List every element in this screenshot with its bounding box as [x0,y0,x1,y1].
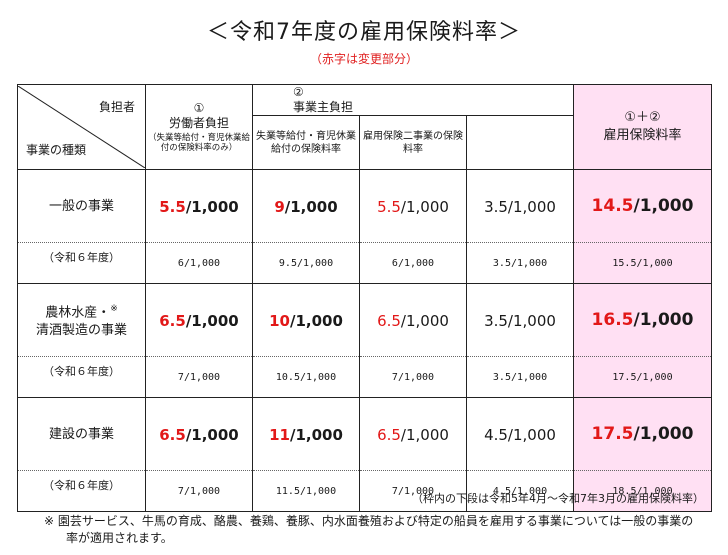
total-rate-changed: 17.5 [591,424,634,444]
previous-year-label: （令和６年度） [17,356,146,398]
table-period-note: （枠内の下段は令和5年4月～令和7年3月の雇用保険料率） [412,492,704,505]
business-type-label: 建設の事業 [48,426,114,442]
previous-worker-rate: 7/1,000 [145,356,253,398]
employer-sub1-changed: 6.5 [377,425,401,444]
previous-employer-sub1: 7/1,000 [359,470,467,512]
employer-sub2-cell: 3.5/1,000 [466,169,574,243]
worker-rate-changed: 6.5 [159,425,186,444]
employer-rate-cell: 10/1,000 [252,283,360,357]
worker-rate-cell: 6.5/1,000 [145,283,253,357]
previous-employer-rate: 9.5/1,000 [252,242,360,284]
previous-year-label: （令和６年度） [17,470,146,512]
business-type-label-line2: 清酒製造の事業 [35,322,127,338]
employer-sub1-cell: 5.5/1,000 [359,169,467,243]
footnote-mark: ※ [110,304,118,315]
employer-rate-unit: /1,000 [284,197,338,216]
employer-sub1-changed: 5.5 [377,197,401,216]
previous-employer-sub1: 7/1,000 [359,356,467,398]
previous-employer-sub1: 6/1,000 [359,242,467,284]
worker-rate-changed: 5.5 [159,197,186,216]
corner-header: 負担者 事業の種類 [17,84,146,170]
total-header: ①＋② 雇用保険料率 [573,84,712,170]
previous-year-label: （令和６年度） [17,242,146,284]
total-label: 雇用保険料率 [603,128,682,143]
worker-rate-unit: /1,000 [185,425,239,444]
employer-sub2-value: 4.5/1,000 [484,425,556,444]
table-row: （令和６年度） 7/1,000 10.5/1,000 7/1,000 3.5/1… [17,356,712,398]
employer-sub2-cell: 3.5/1,000 [466,283,574,357]
worker-label: 労働者負担 [168,116,229,130]
previous-employer-sub2: 3.5/1,000 [466,242,574,284]
employer-sub2-cell: 4.5/1,000 [466,397,574,471]
worker-rate-cell: 5.5/1,000 [145,169,253,243]
business-type-label-line1: 農林水産・ [45,305,111,321]
corner-payer-label: 負担者 [98,100,135,114]
worker-header: ① 労働者負担 （失業等給付・育児休業給付の保険料率のみ） [145,84,253,170]
employer-rate-unit: /1,000 [289,425,343,444]
employer-sub1-label: 失業等給付・育児休業給付の保険料率 [256,130,356,155]
table-row: 建設の事業 6.5/1,000 11/1,000 6.5/1,000 4.5/1… [17,397,712,471]
employer-sub1-header: 失業等給付・育児休業給付の保険料率 [252,115,360,170]
employer-sub1-cell: 6.5/1,000 [359,397,467,471]
employer-sub1-unit: /1,000 [400,425,449,444]
previous-worker-rate: 6/1,000 [145,242,253,284]
total-rate-unit: /1,000 [633,196,694,216]
employer-rate-changed: 11 [269,425,290,444]
previous-employer-sub2: 3.5/1,000 [466,356,574,398]
employer-number: ② [293,85,304,99]
employer-header: ② 事業主負担 [252,84,574,116]
employer-sub2-value: 3.5/1,000 [484,197,556,216]
employer-rate-cell: 11/1,000 [252,397,360,471]
previous-total-rate: 17.5/1,000 [573,356,712,398]
footnote: ※ 園芸サービス、牛馬の育成、酪農、養鶏、養豚、内水面養殖および特定の船員を雇用… [44,514,694,545]
worker-rate-changed: 6.5 [159,311,186,330]
table-row: （令和６年度） 7/1,000 11.5/1,000 7/1,000 4.5/1… [17,470,712,512]
total-rate-cell: 16.5/1,000 [573,283,712,357]
worker-rate-cell: 6.5/1,000 [145,397,253,471]
previous-total-rate: 18.5/1,000 [573,470,712,512]
employer-sub1-cell: 6.5/1,000 [359,283,467,357]
employer-label: 事業主負担 [293,100,354,114]
worker-note: （失業等給付・育児休業給付の保険料率のみ） [147,133,250,153]
previous-employer-rate: 11.5/1,000 [252,470,360,512]
business-type-label: 一般の事業 [48,198,114,214]
employer-sub2-value: 3.5/1,000 [484,311,556,330]
total-rate-changed: 14.5 [591,196,634,216]
table-row: （令和６年度） 6/1,000 9.5/1,000 6/1,000 3.5/1,… [17,242,712,284]
business-type-cell: 建設の事業 [17,397,146,471]
page-subtitle: （赤字は変更部分） [309,52,418,66]
employer-rate-cell: 9/1,000 [252,169,360,243]
table-row: 農林水産・※ 清酒製造の事業 6.5/1,000 10/1,000 6.5/1,… [17,283,712,357]
previous-employer-rate: 10.5/1,000 [252,356,360,398]
previous-worker-rate: 7/1,000 [145,470,253,512]
worker-number: ① [193,101,205,115]
employer-sub1-unit: /1,000 [400,197,449,216]
business-type-cell: 農林水産・※ 清酒製造の事業 [17,283,146,357]
total-rate-cell: 17.5/1,000 [573,397,712,471]
total-rate-unit: /1,000 [633,424,694,444]
total-rate-unit: /1,000 [633,310,694,330]
table-row: 一般の事業 5.5/1,000 9/1,000 5.5/1,000 3.5/1,… [17,169,712,243]
employer-sub1-unit: /1,000 [400,311,449,330]
worker-rate-unit: /1,000 [185,197,239,216]
employer-rate-unit: /1,000 [289,311,343,330]
previous-total-rate: 15.5/1,000 [573,242,712,284]
employer-sub1-changed: 6.5 [377,311,401,330]
worker-rate-unit: /1,000 [185,311,239,330]
employer-sub2-header: 雇用保険二事業の保険料率 [359,115,467,170]
page-title: ＜令和7年度の雇用保険料率＞ [207,20,521,45]
rate-table: 負担者 事業の種類 ① 労働者負担 （失業等給付・育児休業給付の保険料率のみ） … [17,84,712,512]
employer-rate-changed: 10 [269,311,290,330]
total-rate-changed: 16.5 [591,310,634,330]
corner-business-label: 事業の種類 [26,143,87,157]
total-rate-cell: 14.5/1,000 [573,169,712,243]
employer-sub2-label: 雇用保険二事業の保険料率 [363,130,463,155]
previous-employer-sub2: 4.5/1,000 [466,470,574,512]
diagonal-line [18,86,145,168]
employer-rate-changed: 9 [274,197,285,216]
business-type-cell: 一般の事業 [17,169,146,243]
total-number: ①＋② [624,110,661,125]
